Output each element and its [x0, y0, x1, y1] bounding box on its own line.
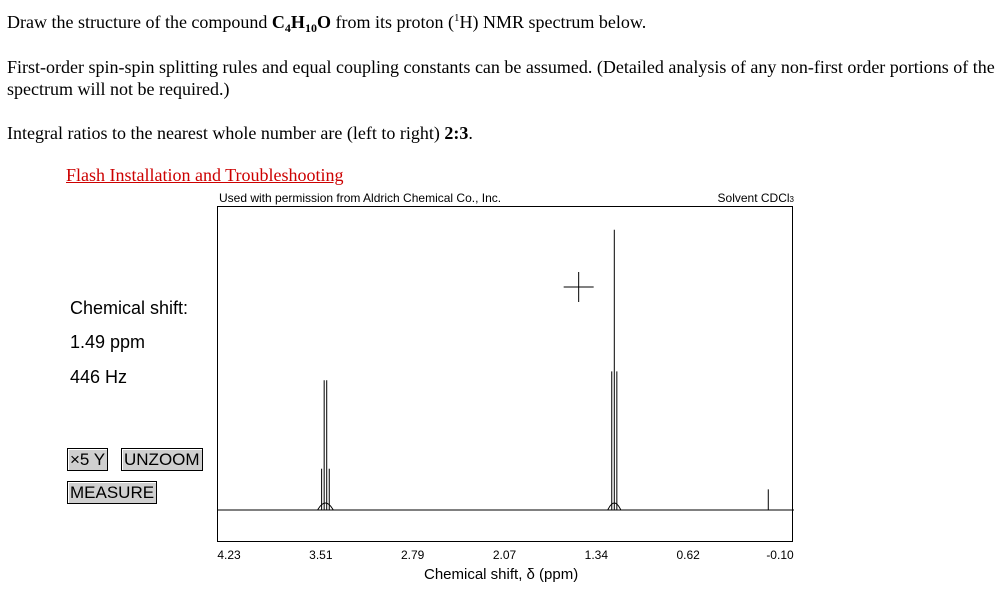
chemical-shift-hz: 446 Hz — [70, 367, 128, 387]
x-tick-label: 0.62 — [676, 548, 700, 562]
x-tick-label: 1.34 — [584, 548, 608, 562]
x-tick-label: -0.10 — [766, 548, 794, 562]
solvent-label: Solvent CDCl3 — [717, 191, 794, 205]
peak-quartet-base — [317, 502, 334, 511]
x-tick-label: 2.07 — [492, 548, 517, 562]
measure-button[interactable]: MEASURE — [67, 481, 158, 504]
spectrum-plot[interactable] — [217, 206, 794, 543]
question-line-2: First-order spin-spin splitting rules an… — [7, 57, 995, 99]
integral-ratio: 2:3 — [444, 123, 469, 143]
nucleus-mass: 1 — [453, 12, 460, 24]
x5-y-button[interactable]: ×5 Y — [67, 448, 109, 471]
question-line-1: Draw the structure of the compound C4H10… — [7, 7, 646, 39]
nmr-spectrum[interactable] — [218, 207, 794, 543]
x-tick-label: 2.79 — [400, 548, 425, 562]
x-tick-label: 3.51 — [309, 548, 333, 562]
question-suffix: H) NMR spectrum below. — [459, 12, 647, 32]
peak-lines — [317, 229, 769, 511]
permission-note: Used with permission from Aldrich Chemic… — [219, 191, 502, 205]
question-prefix: Draw the structure of the compound — [7, 12, 272, 32]
question-mid: from its proton ( — [330, 12, 454, 32]
chemical-shift-ppm: 1.49 ppm — [70, 332, 146, 352]
peak-triplet-base — [607, 502, 622, 511]
x-tick-label: 4.23 — [217, 548, 241, 562]
crosshair-cursor — [563, 272, 594, 302]
flash-installation-link[interactable]: Flash Installation and Troubleshooting — [66, 165, 344, 185]
question-line-3: Integral ratios to the nearest whole num… — [7, 123, 473, 143]
x-axis-title: Chemical shift, δ (ppm) — [424, 566, 579, 583]
molecular-formula: C4H10O — [271, 12, 331, 35]
unzoom-button[interactable]: UNZOOM — [121, 448, 203, 471]
chemical-shift-label: Chemical shift: — [70, 298, 189, 318]
